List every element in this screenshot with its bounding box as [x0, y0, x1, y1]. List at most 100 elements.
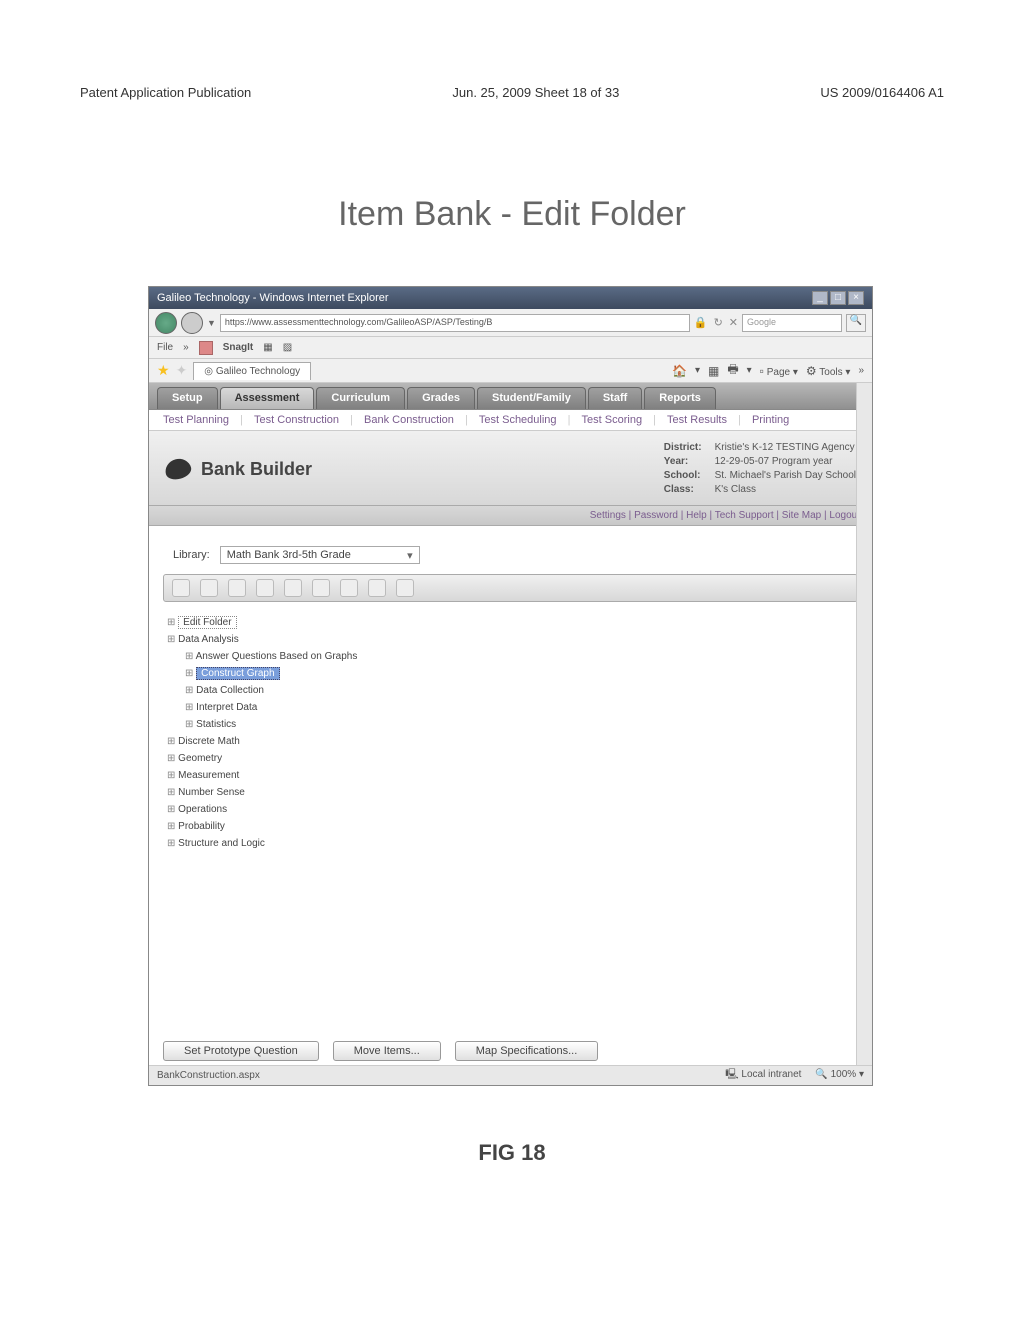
- address-bar[interactable]: https://www.assessmenttechnology.com/Gal…: [220, 314, 690, 332]
- tab-bar: ★ ✦ ◎ Galileo Technology 🏠 ▾ ▦ 🖶 ▾ ▫ Pag…: [149, 359, 872, 383]
- snagit-icon[interactable]: [199, 341, 213, 355]
- up-icon[interactable]: [340, 579, 358, 597]
- folder-tree: Edit Folder Data Analysis Answer Questions…: [163, 608, 858, 858]
- tree-node[interactable]: Interpret Data: [185, 699, 854, 716]
- print-icon[interactable]: 🖶: [727, 360, 738, 381]
- window-controls: _ □ ×: [812, 291, 864, 305]
- browser-tab[interactable]: ◎ Galileo Technology: [193, 362, 311, 380]
- main-tab-grades[interactable]: Grades: [407, 387, 475, 409]
- tree-node[interactable]: Statistics: [185, 716, 854, 733]
- config-icon[interactable]: [396, 579, 414, 597]
- favorites-star-icon[interactable]: ★: [157, 362, 170, 379]
- paste-icon[interactable]: [284, 579, 302, 597]
- main-tab-staff[interactable]: Staff: [588, 387, 642, 409]
- main-tab-curriculum[interactable]: Curriculum: [316, 387, 405, 409]
- tree-label[interactable]: Data Collection: [196, 685, 264, 696]
- zone-icon: 🖳: [725, 1069, 738, 1080]
- search-box[interactable]: Google: [742, 314, 842, 332]
- sub-tab-testresults[interactable]: Test Results: [663, 414, 731, 426]
- tree-label[interactable]: Structure and Logic: [178, 838, 265, 849]
- tree-toolbar: [163, 574, 858, 602]
- title-bar: Galileo Technology - Windows Internet Ex…: [149, 287, 872, 309]
- feeds-icon[interactable]: ▦: [708, 364, 719, 378]
- chevron-icon: »: [858, 365, 864, 376]
- snagit-tool-2-icon[interactable]: ▨: [283, 342, 292, 353]
- banner: Bank Builder District: Kristie's K-12 TE…: [149, 431, 872, 506]
- tree-node[interactable]: Probability: [167, 818, 854, 835]
- snagit-label[interactable]: SnagIt: [223, 342, 254, 353]
- snagit-tool-1-icon[interactable]: ▦: [263, 342, 272, 353]
- tree-node[interactable]: Data Collection: [185, 682, 854, 699]
- scrollbar[interactable]: [856, 383, 872, 1065]
- menu-chevron-icon: »: [183, 342, 189, 353]
- action-setprototypequestion-button[interactable]: Set Prototype Question: [163, 1041, 319, 1061]
- library-select[interactable]: Math Bank 3rd-5th Grade: [220, 546, 420, 564]
- tree-node[interactable]: Construct Graph: [185, 665, 854, 682]
- refresh-icon[interactable]: [228, 579, 246, 597]
- action-moveitems-button[interactable]: Move Items...: [333, 1041, 441, 1061]
- delete-icon[interactable]: [200, 579, 218, 597]
- util-link-help[interactable]: Help: [686, 510, 707, 521]
- minimize-button[interactable]: _: [812, 291, 828, 305]
- util-link-password[interactable]: Password: [634, 510, 678, 521]
- util-link-techsupport[interactable]: Tech Support: [715, 510, 774, 521]
- add-icon[interactable]: [172, 579, 190, 597]
- dropdown-icon[interactable]: ▼: [207, 318, 216, 328]
- tree-node[interactable]: Edit Folder: [167, 614, 854, 631]
- sub-tab-testscheduling[interactable]: Test Scheduling: [475, 414, 561, 426]
- tree-label[interactable]: Edit Folder: [178, 616, 236, 629]
- tree-node[interactable]: Geometry: [167, 750, 854, 767]
- main-tab-assessment[interactable]: Assessment: [220, 387, 315, 409]
- tree-node[interactable]: Operations: [167, 801, 854, 818]
- sub-tab-bankconstruction[interactable]: Bank Construction: [360, 414, 458, 426]
- tree-label[interactable]: Data Analysis: [178, 634, 239, 645]
- zoom-dropdown-icon[interactable]: ▾: [859, 1069, 864, 1080]
- search-go-button[interactable]: 🔍: [846, 314, 866, 332]
- tree-label[interactable]: Geometry: [178, 753, 222, 764]
- zone-label: Local intranet: [741, 1069, 801, 1080]
- tree-label[interactable]: Probability: [178, 821, 225, 832]
- sub-tab-printing[interactable]: Printing: [748, 414, 793, 426]
- tree-label[interactable]: Operations: [178, 804, 227, 815]
- browser-window: Galileo Technology - Windows Internet Ex…: [148, 286, 873, 1086]
- tree-node[interactable]: Data Analysis Answer Questions Based on G…: [167, 631, 854, 733]
- banner-title: Bank Builder: [201, 459, 312, 480]
- tree-label[interactable]: Interpret Data: [196, 702, 257, 713]
- tree-node[interactable]: Discrete Math: [167, 733, 854, 750]
- district-value: Kristie's K-12 TESTING Agency: [715, 442, 855, 453]
- tree-node[interactable]: Structure and Logic: [167, 835, 854, 852]
- tree-label[interactable]: Number Sense: [178, 787, 245, 798]
- close-button[interactable]: ×: [848, 291, 864, 305]
- main-tab-setup[interactable]: Setup: [157, 387, 218, 409]
- tree-label[interactable]: Answer Questions Based on Graphs: [196, 651, 358, 662]
- page-menu[interactable]: ▫ Page ▾: [760, 364, 798, 378]
- file-menu[interactable]: File: [157, 342, 173, 353]
- home-icon[interactable]: 🏠: [672, 364, 687, 378]
- forward-button[interactable]: [181, 312, 203, 334]
- tree-label[interactable]: Discrete Math: [178, 736, 240, 747]
- sub-tab-testscoring[interactable]: Test Scoring: [578, 414, 647, 426]
- maximize-button[interactable]: □: [830, 291, 846, 305]
- util-link-settings[interactable]: Settings: [590, 510, 626, 521]
- back-button[interactable]: [155, 312, 177, 334]
- tree-label[interactable]: Measurement: [178, 770, 239, 781]
- sub-tab-testconstruction[interactable]: Test Construction: [250, 414, 343, 426]
- copy-icon[interactable]: [256, 579, 274, 597]
- add-favorites-icon[interactable]: ✦: [176, 362, 188, 379]
- cut-icon[interactable]: [312, 579, 330, 597]
- sub-tab-testplanning[interactable]: Test Planning: [159, 414, 233, 426]
- down-icon[interactable]: [368, 579, 386, 597]
- main-tab-reports[interactable]: Reports: [644, 387, 716, 409]
- tools-menu[interactable]: ⚙ Tools ▾: [806, 364, 851, 378]
- action-mapspecifications-button[interactable]: Map Specifications...: [455, 1041, 599, 1061]
- stop-icon[interactable]: ✕: [729, 316, 738, 329]
- year-value: 12-29-05-07 Program year: [715, 456, 833, 467]
- refresh-icon[interactable]: ↻: [714, 316, 723, 329]
- tree-label[interactable]: Construct Graph: [196, 667, 279, 680]
- util-link-sitemap[interactable]: Site Map: [782, 510, 821, 521]
- tree-node[interactable]: Number Sense: [167, 784, 854, 801]
- tree-label[interactable]: Statistics: [196, 719, 236, 730]
- tree-node[interactable]: Measurement: [167, 767, 854, 784]
- main-tab-studentfamily[interactable]: Student/Family: [477, 387, 586, 409]
- tree-node[interactable]: Answer Questions Based on Graphs: [185, 648, 854, 665]
